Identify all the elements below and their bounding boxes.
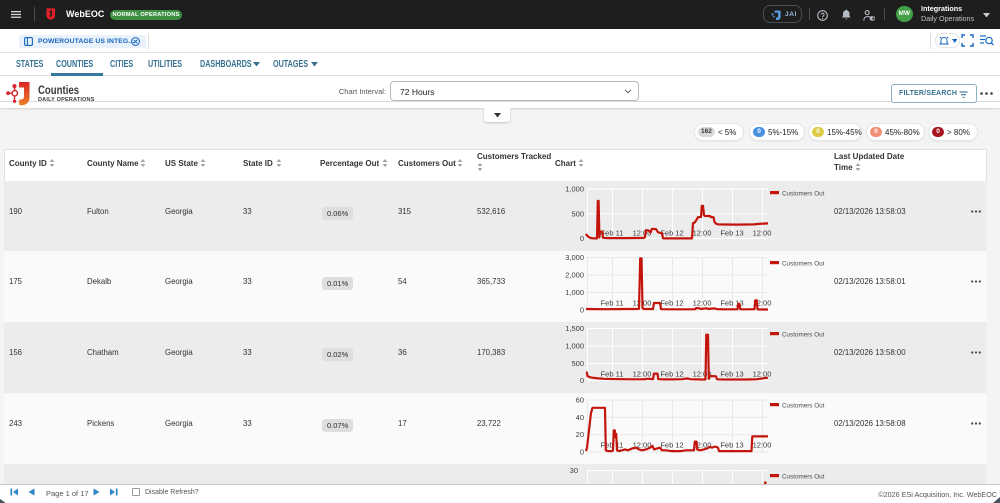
svg-text:30: 30 — [570, 466, 578, 475]
svg-text:Feb 12: Feb 12 — [660, 229, 683, 238]
svg-text:Feb 11: Feb 11 — [601, 370, 624, 379]
svg-text:12:00: 12:00 — [633, 229, 652, 238]
svg-text:Feb 13: Feb 13 — [720, 299, 743, 308]
svg-text:Feb 11: Feb 11 — [601, 299, 624, 308]
svg-text:Feb 11: Feb 11 — [601, 229, 624, 238]
svg-text:500: 500 — [571, 209, 584, 218]
svg-text:Feb 13: Feb 13 — [720, 370, 743, 379]
svg-text:12:00: 12:00 — [693, 441, 712, 450]
svg-text:Feb 11: Feb 11 — [601, 441, 624, 450]
svg-text:0: 0 — [580, 234, 584, 243]
svg-text:1,000: 1,000 — [565, 342, 584, 351]
svg-text:1,500: 1,500 — [565, 324, 584, 333]
svg-text:0: 0 — [580, 448, 584, 457]
svg-text:Feb 12: Feb 12 — [660, 370, 683, 379]
svg-text:Customers Out: Customers Out — [782, 261, 825, 268]
svg-text:2,000: 2,000 — [565, 271, 584, 280]
svg-text:Feb 12: Feb 12 — [660, 299, 683, 308]
svg-text:12:00: 12:00 — [693, 370, 712, 379]
svg-text:12:00: 12:00 — [753, 370, 772, 379]
svg-text:Customers Out: Customers Out — [782, 403, 825, 410]
svg-text:0: 0 — [580, 306, 584, 315]
svg-text:Customers Out: Customers Out — [782, 474, 825, 481]
svg-text:40: 40 — [576, 413, 584, 422]
svg-text:1,000: 1,000 — [565, 288, 584, 297]
svg-text:3,000: 3,000 — [565, 253, 584, 262]
svg-text:12:00: 12:00 — [633, 370, 652, 379]
svg-text:Feb 13: Feb 13 — [720, 229, 743, 238]
svg-text:0: 0 — [580, 376, 584, 385]
svg-text:12:00: 12:00 — [693, 229, 712, 238]
svg-text:Feb 12: Feb 12 — [660, 441, 683, 450]
svg-text:12:00: 12:00 — [633, 441, 652, 450]
svg-text:12:00: 12:00 — [753, 299, 772, 308]
svg-text:12:00: 12:00 — [753, 229, 772, 238]
svg-text:Customers Out: Customers Out — [782, 191, 825, 198]
svg-text:Feb 13: Feb 13 — [720, 441, 743, 450]
svg-text:12:00: 12:00 — [753, 441, 772, 450]
svg-text:1,000: 1,000 — [565, 185, 584, 194]
svg-text:20: 20 — [576, 430, 584, 439]
svg-text:500: 500 — [571, 359, 584, 368]
svg-text:60: 60 — [576, 396, 584, 405]
svg-text:12:00: 12:00 — [693, 299, 712, 308]
svg-text:Customers Out: Customers Out — [782, 332, 825, 339]
